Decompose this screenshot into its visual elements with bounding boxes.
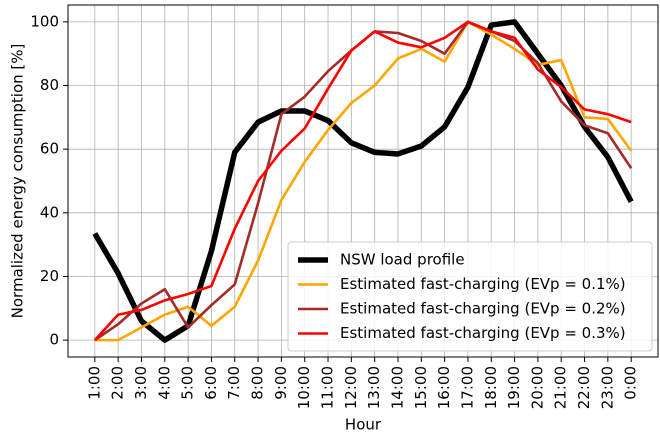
- legend-label: NSW load profile: [340, 251, 465, 269]
- x-tick-label: 22:00: [575, 366, 593, 409]
- x-tick-label: 2:00: [109, 366, 127, 400]
- y-tick-label: 0: [49, 331, 59, 349]
- x-tick-label: 9:00: [272, 366, 290, 400]
- x-tick-label: 6:00: [202, 366, 220, 400]
- x-tick-label: 23:00: [598, 366, 616, 409]
- legend-label: Estimated fast-charging (EVp = 0.3%): [340, 324, 626, 342]
- data-line: [92, 19, 634, 343]
- x-tick-label: 18:00: [482, 366, 500, 409]
- x-axis-label: Hour: [345, 416, 382, 434]
- x-tick-label: 15:00: [412, 366, 430, 409]
- x-tick-label: 7:00: [225, 366, 243, 400]
- y-axis-label: Normalized energy consumption [%]: [9, 44, 27, 319]
- x-tick-label: 8:00: [249, 366, 267, 400]
- x-tick-label: 11:00: [319, 366, 337, 409]
- legend-label: Estimated fast-charging (EVp = 0.1%): [340, 275, 626, 293]
- x-tick-label: 14:00: [388, 366, 406, 409]
- y-tick-label: 60: [40, 140, 59, 158]
- x-tick-label: 17:00: [458, 366, 476, 409]
- plot-frame: [67, 4, 659, 358]
- data-line: [93, 20, 632, 342]
- x-tick-label: 10:00: [295, 366, 313, 409]
- x-tick-label: 3:00: [132, 366, 150, 400]
- x-tick-label: 21:00: [552, 366, 570, 409]
- x-tick-label: 16:00: [435, 366, 453, 409]
- x-tick-label: 20:00: [528, 366, 546, 409]
- x-tick-label: 19:00: [505, 366, 523, 409]
- x-tick-label: 1:00: [85, 366, 103, 400]
- y-tick-label: 80: [40, 76, 59, 94]
- y-tick-label: 40: [40, 203, 59, 221]
- y-tick-label: 100: [30, 12, 59, 30]
- x-tick-label: 4:00: [155, 366, 173, 400]
- x-tick-label: 5:00: [179, 366, 197, 400]
- legend-box: [287, 241, 653, 352]
- x-tick-label: 0:00: [622, 366, 640, 400]
- x-tick-label: 13:00: [365, 366, 383, 409]
- y-tick-label: 20: [40, 267, 59, 285]
- data-line: [94, 20, 633, 342]
- x-tick-label: 12:00: [342, 366, 360, 409]
- legend-label: Estimated fast-charging (EVp = 0.2%): [340, 300, 626, 318]
